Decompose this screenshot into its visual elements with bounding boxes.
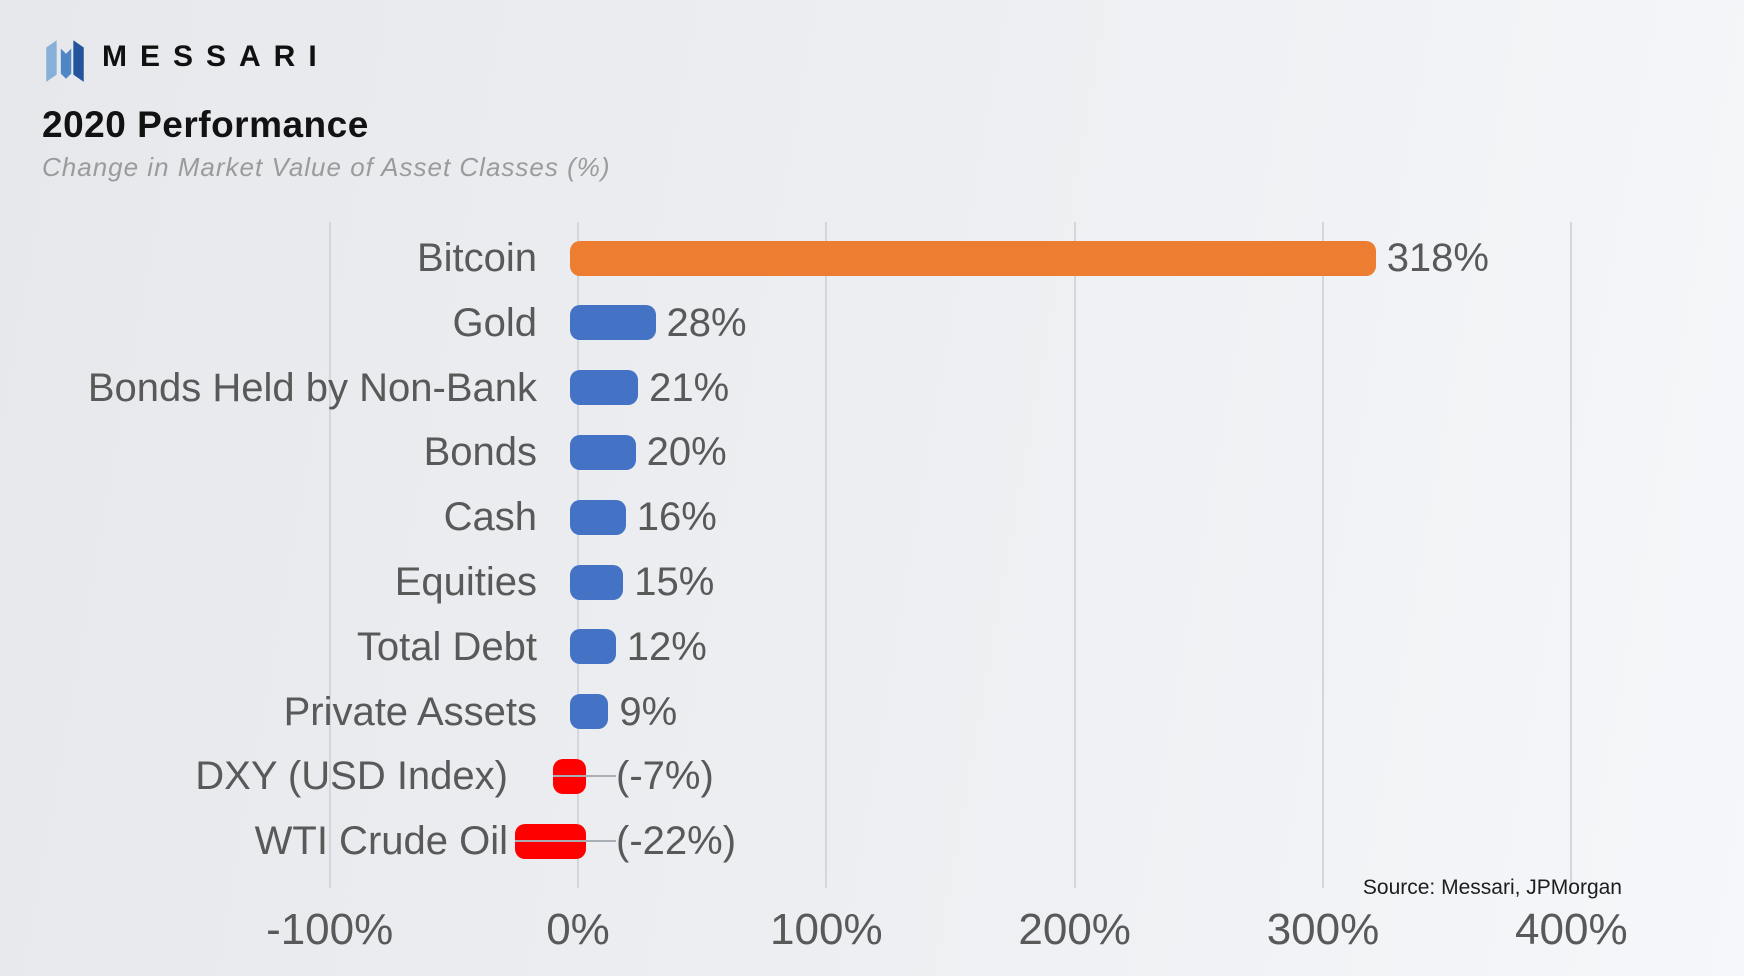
x-tick-label: 200% <box>1018 905 1131 954</box>
value-label: 21% <box>649 365 730 410</box>
category-label: Bonds <box>423 430 537 475</box>
gridline <box>328 222 331 888</box>
category-label: Gold <box>452 300 538 345</box>
gridline <box>1570 222 1573 888</box>
source-note: Source: Messari, JPMorgan <box>1362 876 1622 899</box>
category-label: Private Assets <box>283 689 537 734</box>
bar <box>570 629 616 665</box>
bar <box>570 434 636 470</box>
x-tick-label: 100% <box>770 905 883 954</box>
gridline <box>1321 222 1324 888</box>
category-label: DXY (USD Index) <box>195 754 508 799</box>
value-label: 20% <box>646 430 727 475</box>
leader-line <box>552 775 616 778</box>
x-tick-label: -100% <box>266 905 394 954</box>
value-label: 15% <box>634 560 715 604</box>
category-label: WTI Crude Oil <box>254 819 508 864</box>
page-title: 2020 Performance <box>42 104 369 145</box>
bar <box>570 370 639 406</box>
value-label: 9% <box>619 689 678 734</box>
value-label: 16% <box>636 495 717 540</box>
category-label: Bonds Held by Non-Bank <box>87 365 537 410</box>
value-label: 318% <box>1386 236 1489 280</box>
value-label: (-7%) <box>616 754 714 799</box>
leader-line <box>515 840 616 843</box>
bar <box>570 564 624 600</box>
bar <box>570 305 656 341</box>
gridline <box>577 222 579 888</box>
x-tick-label: 300% <box>1266 905 1380 954</box>
gridline <box>1073 222 1076 888</box>
value-label: 28% <box>666 300 747 345</box>
bar <box>570 240 1376 276</box>
category-label: Cash <box>443 495 537 540</box>
brand-wordmark: MESSARI <box>102 40 330 73</box>
x-tick-label: 0% <box>546 905 610 954</box>
category-label: Bitcoin <box>416 236 537 280</box>
bar <box>570 499 626 535</box>
page-subtitle: Change in Market Value of Asset Classes … <box>42 152 611 182</box>
x-tick-label: 400% <box>1515 905 1628 954</box>
bar <box>570 694 609 730</box>
value-label: 12% <box>626 624 707 669</box>
category-label: Equities <box>394 560 537 604</box>
category-label: Total Debt <box>356 624 537 669</box>
gridline <box>825 222 828 888</box>
value-label: (-22%) <box>616 819 737 864</box>
messari-logo-icon <box>46 40 84 82</box>
